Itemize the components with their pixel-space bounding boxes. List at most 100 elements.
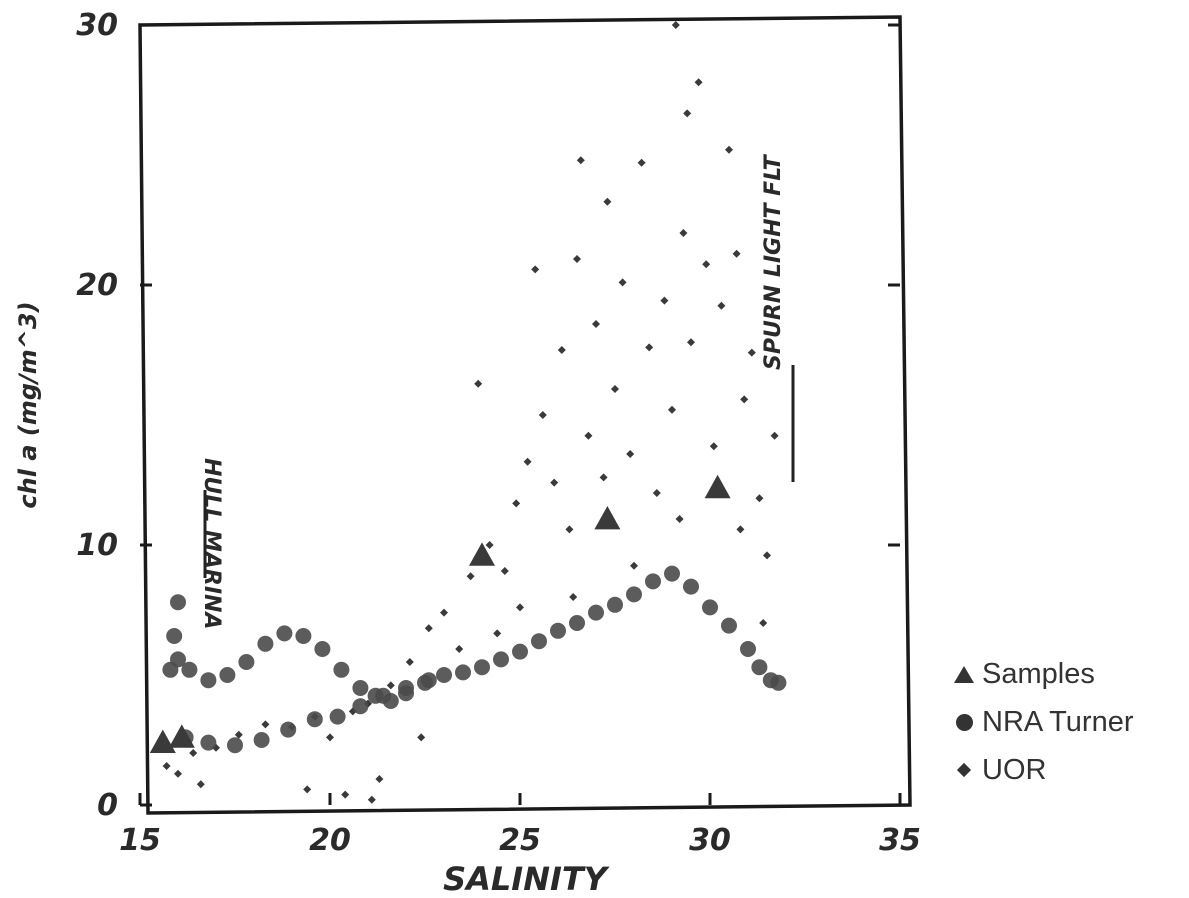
diamond-marker-icon	[946, 762, 982, 778]
uor-point	[770, 431, 779, 440]
uor-point	[645, 343, 654, 352]
nra-turner-point	[664, 565, 680, 582]
uor-point	[747, 348, 756, 357]
uor-point	[679, 229, 688, 237]
annotations: HULL MARINA SPURN LIGHT FLT	[199, 153, 795, 629]
uor-point	[466, 572, 475, 581]
uor-point	[326, 733, 334, 742]
nra-turner-point	[588, 604, 604, 621]
sample-point	[469, 542, 495, 566]
x-tick-label: 30	[689, 823, 731, 858]
uor-point	[576, 156, 585, 165]
uor-point	[565, 525, 574, 534]
uor-point	[573, 255, 581, 263]
uor-point	[531, 265, 540, 274]
y-tick-label: 30	[76, 8, 118, 43]
nra-turner-point	[352, 698, 369, 715]
uor-point	[303, 785, 312, 794]
uor-point	[440, 608, 448, 617]
uor-point	[474, 379, 483, 388]
x-tick-label: 15	[119, 823, 161, 858]
y-axis-label: chl a (mg/m^3)	[14, 301, 42, 508]
nra-turner-point	[200, 672, 217, 689]
uor-point	[375, 775, 384, 783]
uor-point	[424, 624, 433, 633]
nra-turner-point	[569, 615, 585, 631]
uor-point	[603, 197, 612, 206]
uor-point	[516, 603, 524, 612]
nra-turner-point	[721, 617, 737, 634]
uor-point	[538, 411, 547, 419]
legend-label-samples: Samples	[982, 657, 1095, 690]
nra-turner-point	[550, 622, 566, 639]
uor-point	[174, 769, 182, 778]
nra-turner-point	[166, 628, 183, 644]
uor-point	[687, 338, 695, 347]
nra-turner-point	[375, 687, 392, 704]
tick-marks	[138, 23, 902, 807]
sample-point	[168, 724, 195, 748]
uor-point	[523, 457, 532, 466]
plot-frame	[138, 15, 912, 815]
nra-turner-point	[280, 721, 297, 738]
uor-point	[162, 762, 171, 770]
uor-point	[455, 645, 464, 653]
uor-point	[485, 541, 494, 549]
uor-point	[500, 567, 509, 575]
nra-turner-point	[436, 667, 452, 683]
uor-point	[493, 629, 502, 638]
nra-turner-point	[257, 635, 274, 652]
uor-point	[683, 109, 692, 118]
data-marks	[149, 21, 787, 804]
nra-turner-point	[740, 641, 756, 657]
legend-item-samples: Samples	[946, 650, 1134, 698]
nra-turner-point	[474, 659, 490, 676]
legend-label-uor: UOR	[982, 753, 1047, 786]
nra-turner-point	[238, 654, 255, 670]
nra-turner-point	[295, 628, 312, 644]
nra-turner-point	[170, 651, 186, 668]
uor-point	[717, 301, 726, 310]
legend: Samples NRA Turner UOR	[946, 650, 1134, 794]
uor-point	[367, 795, 376, 804]
uor-point	[709, 442, 718, 451]
nra-turner-point	[493, 651, 509, 668]
legend-item-nra-turner: NRA Turner	[946, 698, 1134, 746]
annotation-hull-marina: HULL MARINA	[199, 458, 224, 629]
uor-point	[611, 385, 619, 393]
uor-point	[557, 346, 566, 354]
nra-turner-point	[253, 732, 270, 748]
x-axis-label: SALINITY	[443, 860, 610, 898]
uor-point	[386, 681, 395, 690]
uor-point	[196, 780, 205, 789]
nra-turner-point	[626, 586, 642, 603]
uor-point	[618, 278, 627, 287]
uor-point	[512, 499, 521, 508]
sample-point	[594, 506, 621, 530]
uor-point	[234, 730, 243, 739]
nra-turner-point	[398, 680, 414, 696]
nra-turner-point	[645, 573, 661, 590]
uor-point	[725, 145, 733, 154]
nra-turner-point	[200, 734, 217, 751]
uor-point	[599, 473, 608, 482]
uor-point	[660, 296, 669, 305]
y-tick-label: 10	[76, 528, 118, 563]
nra-turner-point	[607, 596, 623, 613]
nra-turner-point	[420, 672, 437, 689]
nra-turner-point	[276, 625, 293, 642]
plot-border	[138, 15, 912, 815]
annotation-spurn-light: SPURN LIGHT FLT	[761, 153, 786, 370]
sample-point	[149, 729, 176, 753]
nra-turner-point	[227, 737, 243, 754]
uor-point	[189, 749, 198, 757]
nra-turner-point	[531, 633, 547, 650]
tick-labels: 15 20 25 30 35 0 10 20 30	[76, 8, 921, 858]
x-tick-label: 25	[499, 823, 541, 858]
uor-point	[405, 658, 414, 666]
uor-point	[702, 260, 711, 269]
uor-point	[671, 21, 680, 29]
uor-point	[736, 525, 745, 534]
legend-item-uor: UOR	[946, 746, 1134, 794]
